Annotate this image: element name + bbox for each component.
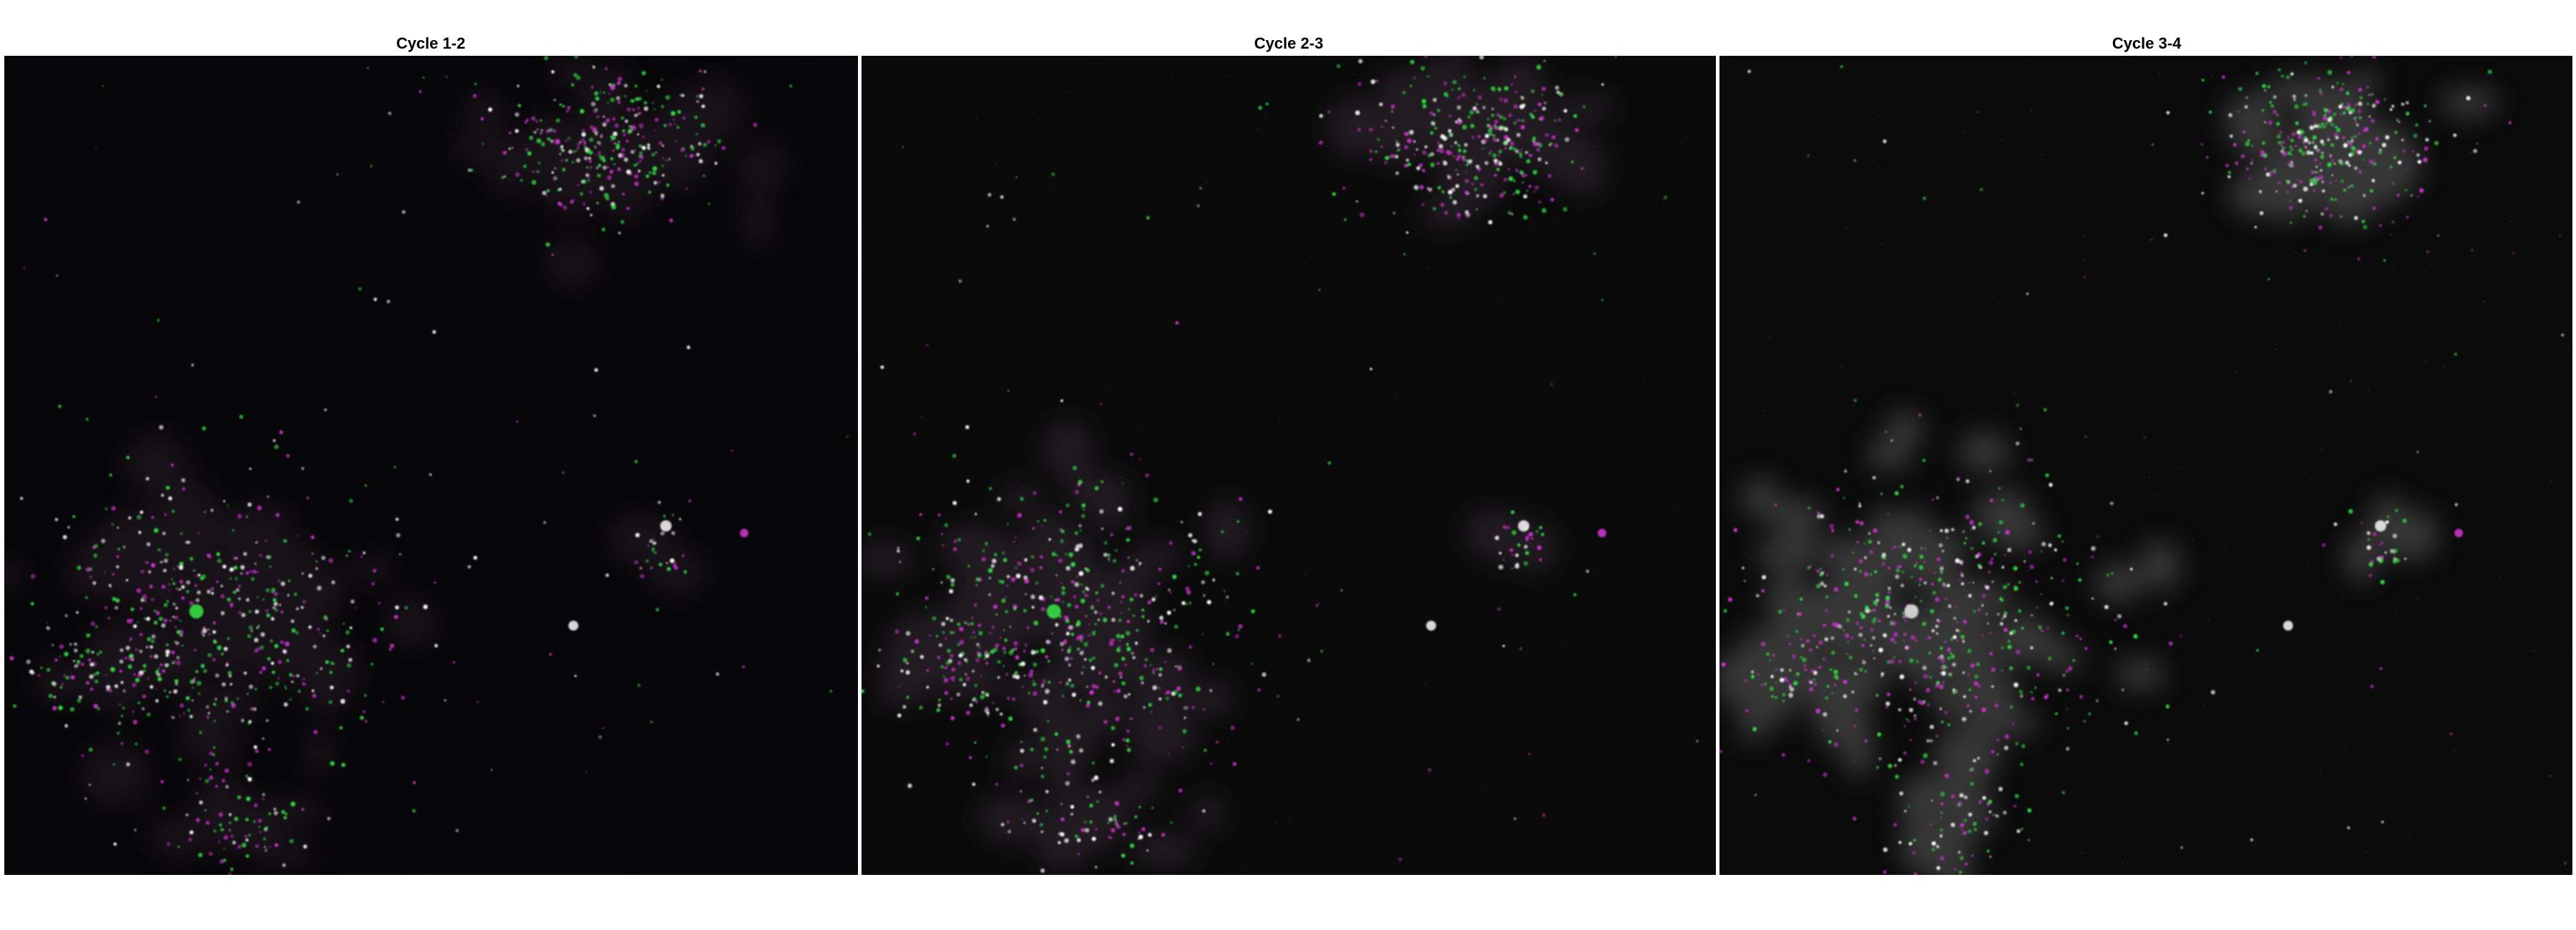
fluorescence-canvas: [862, 56, 1713, 873]
fluorescence-canvas: [4, 56, 856, 875]
microscopy-image-cycle-3-4: [1718, 54, 2574, 876]
microscopy-image-cycle-1-2: [3, 54, 859, 876]
microscopy-image-cycle-2-3: [860, 54, 1717, 876]
fluorescence-canvas: [1719, 56, 2572, 875]
panel-title-cycle-2-3: Cycle 2-3: [1254, 34, 1324, 52]
panel-title-cycle-1-2: Cycle 1-2: [396, 34, 466, 52]
panel-title-cycle-3-4: Cycle 3-4: [2112, 34, 2182, 52]
